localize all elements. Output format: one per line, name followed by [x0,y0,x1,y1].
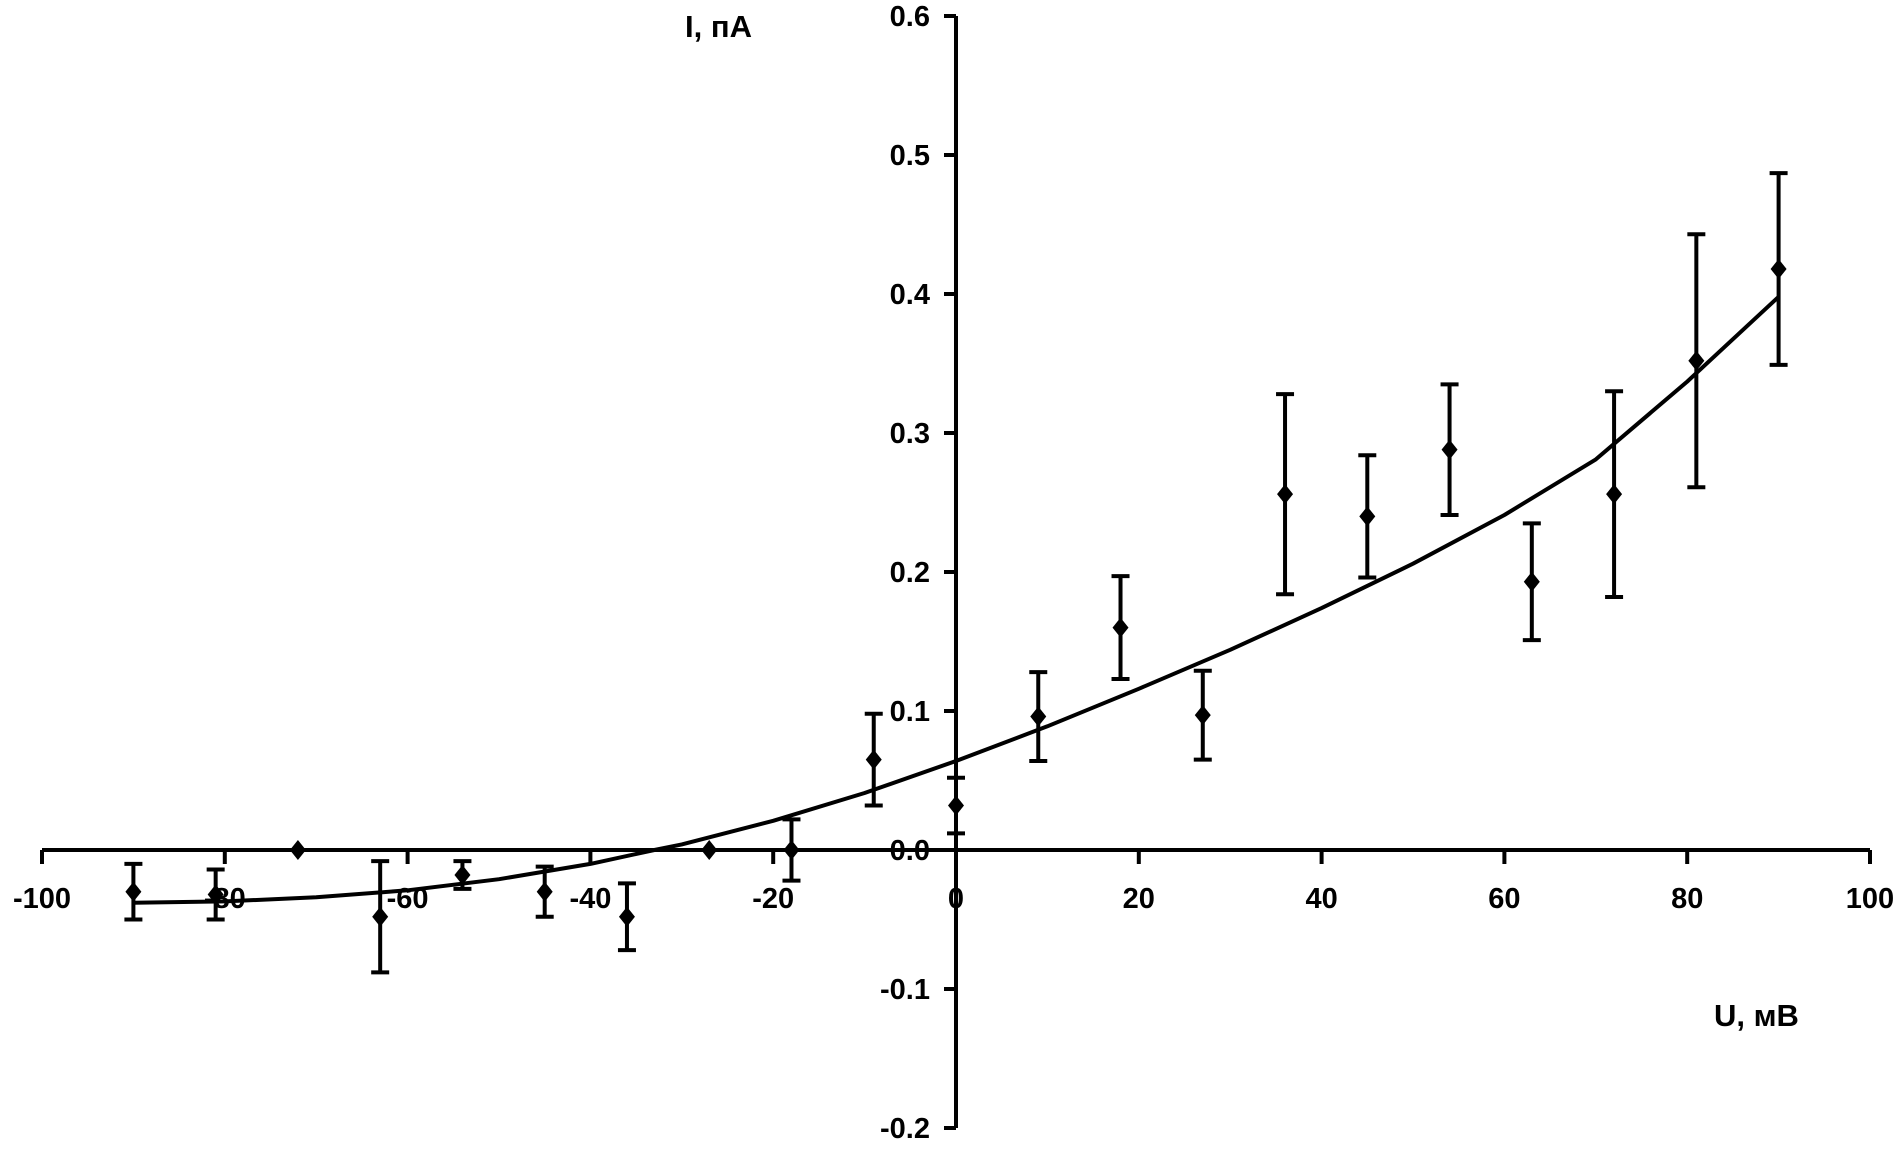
y-tick-label: 0.0 [890,835,930,867]
x-tick-label: 0 [948,883,964,915]
data-point-marker [1441,439,1458,460]
x-tick-label: -60 [387,883,429,915]
y-tick-label: 0.4 [890,279,930,311]
data-points-layer [124,171,1788,975]
data-point-marker [1523,571,1540,592]
data-point-marker [372,906,389,927]
data-point-marker [701,840,718,860]
x-tick-label: 20 [1123,883,1155,915]
data-point-marker [865,749,882,770]
y-tick-label: 0.6 [890,1,930,33]
data-point-marker [1030,706,1047,727]
x-tick-label: -80 [204,883,246,915]
x-tick-label: -100 [13,883,71,915]
x-tick-label: -40 [569,883,611,915]
data-point-marker [1359,506,1376,527]
data-point-marker [289,840,306,860]
x-tick-label: 100 [1846,883,1894,915]
data-point-marker [1688,350,1705,371]
x-axis-title: U, мВ [1714,998,1799,1033]
data-point-marker [1770,258,1787,279]
x-tick-label: 60 [1488,883,1520,915]
data-point-marker [125,881,142,902]
y-tick-label: 0.2 [890,557,930,589]
fit-curve-layer [133,295,1780,905]
data-point-marker [454,865,471,886]
data-point-marker [1194,705,1211,726]
data-point-marker [783,840,800,860]
axes-layer [40,14,1872,1130]
x-tick-label: -20 [752,883,794,915]
data-point-marker [948,795,964,816]
y-axis-title: I, пА [685,9,752,44]
data-point-marker [536,881,553,902]
x-tick-label: 80 [1671,883,1703,915]
tick-labels-layer: -100 -80 -60 -40 -20 0 20 40 60 80 100 -0.2 -0.1 0.0 0… [13,1,1894,1145]
x-tick-label: 40 [1305,883,1337,915]
y-tick-label: -0.2 [880,1113,930,1145]
data-point-marker [1277,484,1294,505]
y-tick-label: 0.1 [890,696,930,728]
data-point-marker [207,884,224,905]
fit-curve [133,295,1780,905]
y-tick-label: 0.3 [890,418,930,450]
data-point-marker [1112,617,1129,638]
y-tick-label: -0.1 [880,974,930,1006]
data-point-marker [618,906,635,927]
data-point-marker [1606,484,1623,505]
y-tick-label: 0.5 [890,140,930,172]
